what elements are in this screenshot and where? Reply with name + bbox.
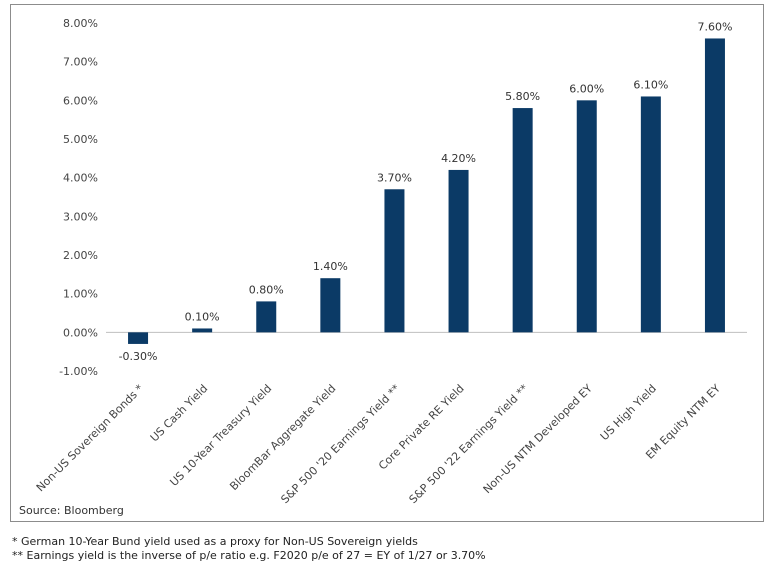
- footnote-2: ** Earnings yield is the inverse of p/e …: [12, 549, 486, 562]
- bar: [192, 328, 213, 333]
- y-tick-label: 0.00%: [63, 326, 98, 339]
- data-label: 1.40%: [313, 260, 348, 273]
- y-tick-label: 5.00%: [63, 133, 98, 146]
- y-tick-label: 1.00%: [63, 288, 98, 301]
- category-label: Non-US Sovereign Bonds *: [34, 382, 147, 495]
- y-tick-label: 6.00%: [63, 94, 98, 107]
- y-tick-label: 7.00%: [63, 56, 98, 69]
- data-label: 3.70%: [377, 171, 412, 184]
- chart-frame: -1.00% 0.00% 1.00% 2.00% 3.00% 4.00% 5.00% 6.00…: [10, 4, 764, 522]
- data-label: 0.80%: [249, 283, 284, 296]
- data-label: 6.00%: [569, 82, 604, 95]
- source-note: Source: Bloomberg: [19, 504, 124, 517]
- data-label: 6.10%: [633, 78, 668, 91]
- y-tick-label: 8.00%: [63, 17, 98, 30]
- data-label: 7.60%: [697, 20, 732, 33]
- category-label: BloomBar Aggregate Yield: [227, 382, 338, 493]
- category-label: S&P 500 '22 Earnings Yield **: [407, 382, 532, 507]
- bar: [704, 38, 725, 333]
- category-label: S&P 500 '20 Earnings Yield **: [278, 382, 403, 507]
- y-tick-label: -1.00%: [59, 365, 98, 378]
- category-label: US Cash Yield: [148, 382, 210, 444]
- category-label: US High Yield: [598, 382, 659, 443]
- bar: [256, 301, 277, 333]
- y-tick-label: 4.00%: [63, 172, 98, 185]
- footnote-1: * German 10-Year Bund yield used as a pr…: [12, 535, 418, 548]
- data-label: 0.10%: [185, 310, 220, 323]
- bar: [320, 278, 341, 333]
- bar: [448, 169, 469, 333]
- bar: [512, 108, 533, 333]
- data-label: 5.80%: [505, 90, 540, 103]
- bar-chart: -1.00% 0.00% 1.00% 2.00% 3.00% 4.00% 5.00% 6.00…: [34, 17, 747, 507]
- y-tick-label: 3.00%: [63, 210, 98, 223]
- bar: [576, 100, 597, 333]
- bar: [640, 96, 661, 333]
- data-label: -0.30%: [119, 350, 158, 363]
- bar: [384, 189, 405, 333]
- bar: [128, 332, 149, 344]
- y-tick-label: 2.00%: [63, 249, 98, 262]
- category-label: Non-US NTM Developed EY: [481, 382, 595, 496]
- category-label: US 10-Year Treasury Yield: [167, 382, 274, 489]
- data-label: 4.20%: [441, 152, 476, 165]
